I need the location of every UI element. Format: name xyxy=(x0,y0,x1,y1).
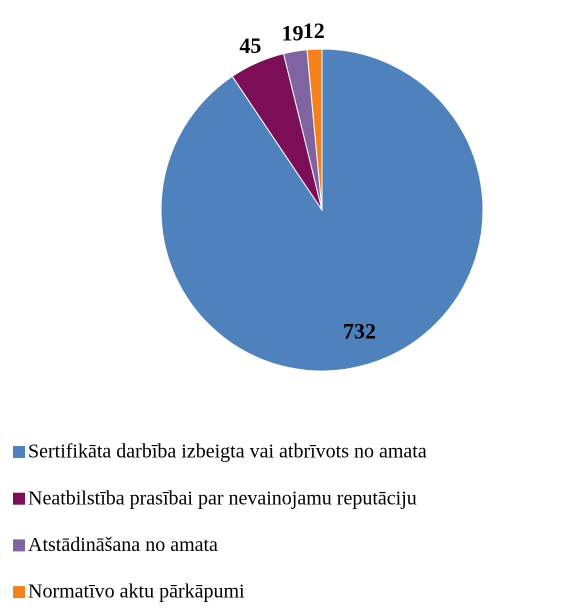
legend-swatch xyxy=(13,446,25,458)
data-label: 45 xyxy=(239,33,261,58)
legend-swatch xyxy=(13,539,25,552)
data-label: 732 xyxy=(343,318,376,343)
legend-label: Neatbilstība prasībai par nevainojamu re… xyxy=(28,487,417,509)
pie-slice xyxy=(306,48,323,211)
legend-swatch xyxy=(13,586,25,599)
legend-label: Sertifikāta darbība izbeigta vai atbrīvo… xyxy=(28,441,427,463)
legend-label: Normatīvo aktu pārkāpumi xyxy=(28,581,245,603)
legend-label: Atstādināšana no amata xyxy=(28,534,218,556)
data-label: 19 xyxy=(282,20,304,45)
data-label: 12 xyxy=(303,18,325,43)
legend-swatch xyxy=(13,492,25,505)
